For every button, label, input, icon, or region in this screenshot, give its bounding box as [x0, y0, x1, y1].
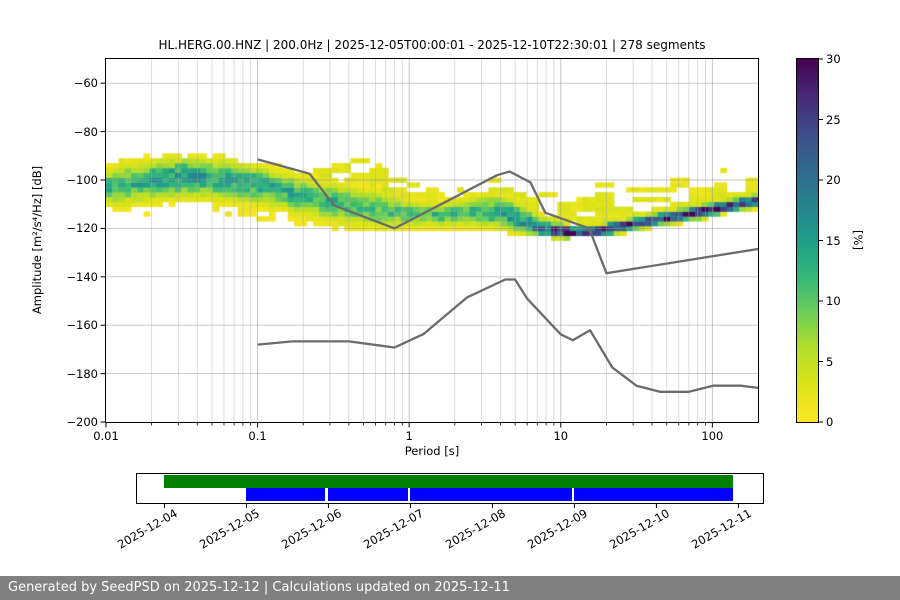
colorbar-tick-label: 30 [826, 52, 841, 66]
colorbar-gradient [797, 59, 818, 422]
colorbar-tick-label: 15 [826, 233, 841, 248]
timeline-blue-segment [245, 487, 325, 501]
y-tick-label: −200 [66, 415, 98, 429]
timeline-date-label: 2025-12-10 [606, 506, 672, 552]
timeline-blue-segment [410, 487, 572, 501]
timeline-date-label: 2025-12-05 [196, 506, 262, 552]
x-tick-label: 0.01 [93, 429, 119, 443]
y-tick-label: −140 [66, 269, 98, 284]
timeline-date-label: 2025-12-06 [278, 506, 344, 552]
y-axis-label: Amplitude [m²/s⁴/Hz] [dB] [30, 165, 44, 315]
y-tick-label: −180 [66, 366, 98, 381]
nlnm-noise-model-line [257, 278, 758, 393]
x-tick-label: 100 [701, 429, 724, 443]
colorbar [796, 58, 819, 423]
ppsd-heatmap-canvas [106, 59, 758, 422]
timeline-blue-segment [327, 487, 408, 501]
timeline-availability-box [136, 473, 764, 504]
plot-title: HL.HERG.00.HNZ | 200.0Hz | 2025-12-05T00… [158, 38, 706, 52]
colorbar-tick-label: 5 [826, 354, 834, 369]
y-tick-label: −120 [66, 221, 98, 236]
colorbar-tick-label: 25 [826, 112, 841, 127]
gridlines [106, 59, 758, 422]
x-tick-label: 1 [405, 429, 413, 443]
timeline-date-label: 2025-12-09 [524, 506, 590, 552]
grid-and-noise-models-overlay [106, 59, 758, 422]
timeline-date-label: 2025-12-04 [114, 506, 180, 552]
nhnm-noise-model-line [257, 158, 758, 275]
colorbar-tick-label: 0 [826, 415, 834, 429]
colorbar-label: [%] [851, 230, 865, 250]
footer-text: Generated by SeedPSD on 2025-12-12 | Cal… [8, 580, 510, 595]
timeline-date-label: 2025-12-07 [360, 506, 426, 552]
footer-bar: Generated by SeedPSD on 2025-12-12 | Cal… [0, 576, 900, 600]
timeline-blue-segment [574, 487, 734, 501]
colorbar-tick-label: 20 [826, 173, 841, 187]
y-tick-label: −60 [73, 76, 98, 91]
plot-area [105, 58, 759, 423]
colorbar-tick-label: 10 [826, 294, 841, 308]
y-tick-label: −80 [73, 124, 98, 139]
timeline-date-label: 2025-12-08 [442, 506, 508, 552]
y-tick-label: −100 [66, 173, 98, 187]
timeline-date-label: 2025-12-11 [688, 506, 754, 552]
x-tick-label: 0.1 [248, 429, 267, 443]
y-tick-label: −160 [66, 318, 98, 333]
timeline-green-bar [164, 475, 734, 488]
x-axis-label: Period [s] [404, 444, 460, 458]
x-tick-label: 10 [553, 429, 569, 443]
